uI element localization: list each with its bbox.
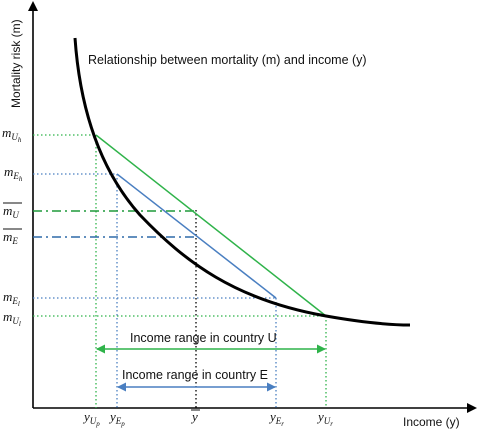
svg-text:mE: mE	[3, 229, 18, 246]
svg-text:mEh: mEh	[4, 164, 23, 183]
svg-text:yEp: yEp	[108, 409, 125, 428]
chord-U	[95, 134, 327, 317]
range-E-label: Income range in country E	[122, 368, 268, 382]
y-tick-mUl: mUl	[3, 309, 21, 328]
mortality-income-curve	[73, 37, 411, 327]
y-axis-label: Mortality risk (m)	[9, 19, 23, 108]
x-tick-yUr: yUr	[316, 409, 333, 428]
x-tick-yUp: yUp	[82, 409, 100, 428]
svg-text:yUr: yUr	[316, 409, 333, 428]
y-tick-mUbar: mU	[3, 202, 22, 220]
x-axis-label: Income (y)	[403, 415, 460, 429]
x-tick-yEr: yEr	[268, 409, 284, 428]
svg-text:mUl: mUl	[3, 309, 21, 328]
curve-title: Relationship between mortality (m) and i…	[88, 53, 367, 67]
svg-text:y: y	[190, 409, 198, 424]
svg-text:mEl: mEl	[3, 289, 20, 308]
svg-text:yUp: yUp	[82, 409, 100, 428]
y-tick-mEl: mEl	[3, 289, 20, 308]
y-tick-mEbar: mE	[3, 228, 22, 246]
x-tick-yEp: yEp	[108, 409, 125, 428]
svg-text:mU: mU	[3, 203, 19, 220]
svg-text:yEr: yEr	[268, 409, 284, 428]
y-tick-mUh: mUh	[2, 125, 22, 144]
chord-E	[116, 173, 277, 299]
guides-E	[33, 173, 277, 408]
range-U-label: Income range in country U	[130, 331, 277, 345]
guides-U	[33, 134, 327, 408]
x-tick-ybar: y	[190, 409, 200, 424]
y-tick-mEh: mEh	[4, 164, 23, 183]
svg-text:mUh: mUh	[2, 125, 22, 144]
